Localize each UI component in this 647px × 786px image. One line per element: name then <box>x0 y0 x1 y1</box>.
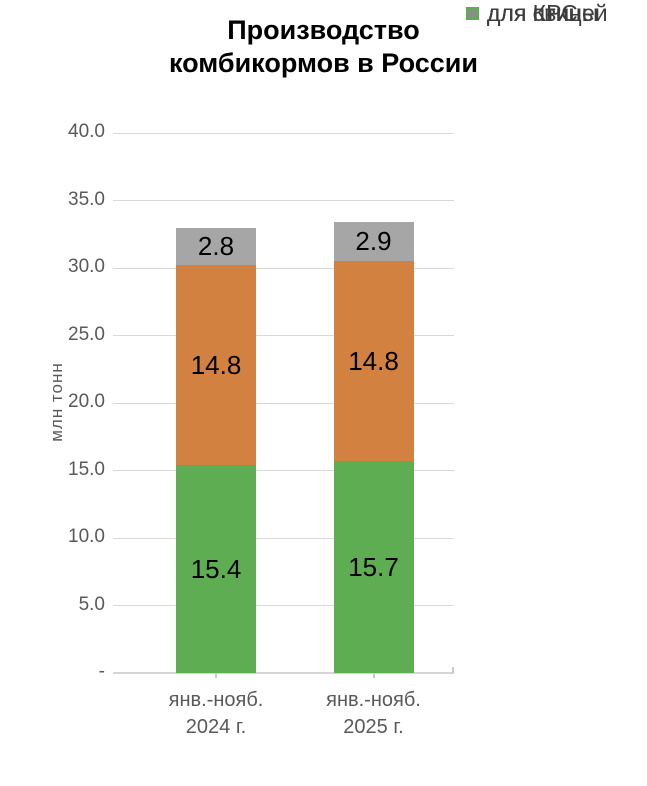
gridline <box>113 335 454 336</box>
plot-area: 15.4 14.8 2.8 15.7 14.8 2.9 <box>113 132 454 678</box>
y-tick-label: 25.0 <box>68 323 105 345</box>
y-tick-label: 15.0 <box>68 458 105 480</box>
y-tick-label: 20.0 <box>68 391 105 412</box>
x-axis-line <box>113 672 454 674</box>
gridline <box>113 470 454 471</box>
gridline <box>113 267 454 269</box>
x-category-label: янв.-нояб. 2025 г. <box>284 687 464 741</box>
x-axis-end-tick <box>452 667 454 673</box>
legend-label: для свиней <box>487 0 608 26</box>
x-axis-tick <box>372 673 375 678</box>
x-category-label-line: янв.-нояб. <box>326 689 421 711</box>
y-tick-label: 10.0 <box>68 526 105 547</box>
gridline <box>113 402 454 404</box>
x-category-label: янв.-нояб. 2024 г. <box>126 687 306 741</box>
bar-segment: 15.4 <box>176 465 256 673</box>
y-tick-label: 5.0 <box>78 593 105 615</box>
bar-segment: 2.9 <box>333 222 414 262</box>
bar-segment: 14.8 <box>176 265 256 466</box>
x-category-label-line: 2025 г. <box>343 716 404 738</box>
x-category-label-line: 2024 г. <box>185 716 247 738</box>
bar-segment: 15.7 <box>333 461 414 673</box>
data-label: 2.9 <box>355 226 392 257</box>
legend-swatch-poultry-icon <box>466 6 479 20</box>
legend-label: для птицы <box>487 0 599 26</box>
data-label: 14.8 <box>348 345 399 376</box>
data-label: 14.8 <box>190 349 242 380</box>
data-label: 2.8 <box>197 230 235 261</box>
legend-item: для птицы <box>466 0 598 26</box>
legend-label: для КРС <box>487 0 578 26</box>
x-axis-labels: янв.-нояб. 2024 г. янв.-нояб. 2025 г. <box>0 687 647 747</box>
gridline <box>113 132 454 134</box>
x-axis-tick <box>215 673 217 678</box>
y-tick-label: 35.0 <box>68 188 105 210</box>
data-label: 15.4 <box>190 553 242 584</box>
gridline <box>113 200 454 201</box>
bar-segment: 2.8 <box>176 227 256 266</box>
y-tick-label: - <box>98 661 105 682</box>
data-label: 15.7 <box>348 551 399 582</box>
chart-title-line1: Производство <box>227 15 420 45</box>
gridline <box>113 537 454 539</box>
x-category-label-line: янв.-нояб. <box>168 689 264 711</box>
legend-swatch-inner <box>469 9 476 17</box>
y-axis-labels: 40.0 35.0 30.0 25.0 20.0 15.0 10.0 5.0 - <box>0 121 105 682</box>
bar-segment: 14.8 <box>333 261 414 462</box>
y-tick-label: 40.0 <box>68 121 105 142</box>
chart-title-line2: комбикормов в России <box>169 48 478 78</box>
gridline <box>113 605 454 606</box>
chart-title: Производство комбикормов в России <box>0 14 647 80</box>
legend-item: для КРС <box>466 0 578 26</box>
y-tick-label: 30.0 <box>68 256 105 277</box>
